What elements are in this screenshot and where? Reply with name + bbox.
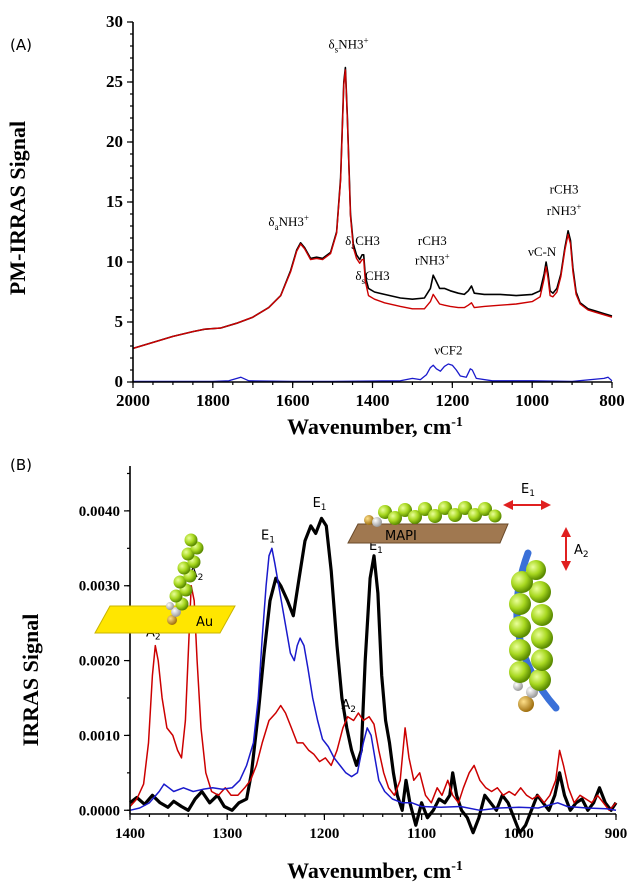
y-tick-label: 20 bbox=[106, 132, 123, 151]
y-tick-label: 25 bbox=[106, 72, 123, 91]
mapi-substrate bbox=[347, 523, 509, 544]
x-tick-label: 2000 bbox=[116, 391, 150, 410]
chart-panel-a: (A) 2000 1800 1600 1400 1200 1000 800051015202… bbox=[5, 12, 625, 439]
x-tick-label: 1800 bbox=[196, 391, 230, 410]
series-line-2 bbox=[133, 363, 613, 383]
inset-e1-label: E1 bbox=[521, 482, 535, 499]
mode-annotation: E1 bbox=[261, 528, 275, 545]
au-chain bbox=[166, 533, 204, 625]
peak-annotation: rNH3+ bbox=[547, 202, 582, 218]
inset-au-molecule: Au bbox=[94, 533, 236, 634]
peak-annotation: rNH3+ bbox=[415, 251, 450, 267]
inset-mapi-molecule: MAPI bbox=[347, 501, 509, 544]
peak-annotation: δsNH3+ bbox=[329, 35, 369, 54]
panel-a-label: (A) bbox=[10, 36, 32, 54]
x-tick-label: 1300 bbox=[212, 826, 242, 842]
panel-a-plot: 2000 1800 1600 1400 1200 1000 800 0 5 10 15 20 25 30 δ… bbox=[106, 12, 625, 410]
y-tick-label: 10 bbox=[106, 252, 123, 271]
peak-annotation: νC-N bbox=[528, 244, 557, 259]
x-tick-label: 1000 bbox=[504, 826, 534, 842]
mapi-chain bbox=[364, 501, 502, 527]
panel-a-xlabel: Wavenumber, cm-1 bbox=[287, 414, 463, 439]
peak-annotation: rCH3 bbox=[550, 182, 579, 197]
y-tick-label: 30 bbox=[106, 12, 123, 31]
inset-a2-label: A2 bbox=[574, 543, 589, 560]
series-line-0 bbox=[132, 66, 613, 350]
y-tick-label: 0.0040 bbox=[79, 504, 120, 520]
x-tick-label: 800 bbox=[599, 391, 625, 410]
gold-substrate bbox=[94, 605, 236, 634]
panel-a-ylabel: PM-IRRAS Signal bbox=[5, 121, 30, 295]
x-tick-label: 1400 bbox=[356, 391, 390, 410]
peak-annotation: rCH3 bbox=[418, 233, 447, 248]
au-label: Au bbox=[196, 615, 213, 630]
x-tick-label: 1400 bbox=[115, 826, 145, 842]
chart-panel-b: (B) 1400 1300 1200 1100 1000 900 0.0000 0.0010 0… bbox=[10, 456, 627, 883]
series-line-0 bbox=[129, 516, 618, 835]
y-tick-label: 0 bbox=[115, 372, 124, 391]
x-tick-label: 1200 bbox=[435, 391, 469, 410]
x-tick-label: 1600 bbox=[276, 391, 310, 410]
y-tick-label: 0.0010 bbox=[79, 728, 120, 744]
inset-orientation: E1 A2 bbox=[503, 482, 589, 712]
panel-b-label: (B) bbox=[10, 456, 32, 474]
peak-annotation: δaNH3+ bbox=[268, 213, 309, 232]
mode-annotation: E1 bbox=[369, 539, 383, 556]
y-tick-label: 0.0030 bbox=[79, 579, 120, 595]
y-tick-label: 0.0020 bbox=[79, 654, 120, 670]
mapi-label: MAPI bbox=[385, 529, 417, 544]
x-tick-label: 1100 bbox=[407, 826, 436, 842]
peak-annotation: δsCH3 bbox=[355, 268, 389, 286]
orientation-chain bbox=[509, 560, 553, 712]
mode-annotation: E1 bbox=[313, 496, 327, 513]
x-tick-label: 900 bbox=[605, 826, 628, 842]
panel-b-ylabel: IRRAS Signal bbox=[18, 614, 43, 747]
mode-annotation: A2 bbox=[341, 698, 356, 715]
x-tick-label: 1200 bbox=[309, 826, 339, 842]
series-line-1 bbox=[132, 69, 613, 350]
peak-annotation: δaCH3 bbox=[345, 233, 380, 251]
series-line-2 bbox=[129, 547, 617, 812]
y-tick-label: 15 bbox=[106, 192, 123, 211]
y-tick-label: 5 bbox=[115, 312, 124, 331]
panel-b-xlabel: Wavenumber, cm-1 bbox=[287, 858, 463, 883]
y-tick-label: 0.0000 bbox=[79, 803, 120, 819]
peak-annotation: νCF2 bbox=[434, 342, 462, 357]
x-tick-label: 1000 bbox=[515, 391, 549, 410]
